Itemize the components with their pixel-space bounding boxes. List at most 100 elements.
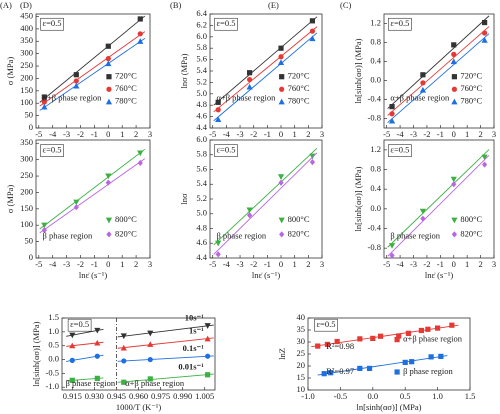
x-tick-label: 3 [320,259,324,269]
marker [277,174,285,180]
marker [147,356,153,363]
marker [277,59,285,66]
x-tick-label: 2 [306,259,310,269]
fit-line [117,337,214,349]
marker [278,45,284,51]
y-tick-label: 350 [20,35,33,45]
fit-line [213,152,318,255]
marker [41,94,47,100]
annotation-box [214,144,238,157]
annotation: β phase region [66,378,116,388]
y-tick-label: 0.4 [370,55,381,65]
marker [137,16,143,22]
y-axis-label: ln[sinh(ασ)] (MPa) [353,166,363,231]
panel-label: (D) [20,0,32,10]
legend-marker [106,74,112,80]
legend-marker [278,98,285,105]
x-tick-label: 1.5 [465,391,476,401]
x-axis-label: lnε̇ (s⁻¹) [252,270,280,280]
marker [41,99,47,105]
y-tick-label: 200 [20,72,33,82]
x-tick-label: 3 [492,259,496,269]
legend-label: 820°C [288,228,310,238]
marker [105,56,111,62]
y-tick-label: 4.6 [196,237,207,247]
marker [247,76,253,83]
marker [324,341,331,347]
legend-marker [106,231,112,238]
y-tick-label: -1.0 [46,381,59,391]
annotation-box [314,318,338,332]
x-tick-label: -2 [423,129,430,139]
marker [309,28,316,34]
marker [309,35,316,42]
marker [405,330,412,336]
marker [425,326,431,332]
x-tick-label: 2 [134,129,138,139]
y-tick-label: 1.2 [370,17,381,27]
marker [204,335,211,342]
x-tick-label: -5 [209,259,216,269]
x-tick-label: 0 [452,259,456,269]
plot-frame [383,139,495,259]
marker [481,37,488,43]
legend-marker [105,98,113,105]
y-axis-label: lnσ [179,193,189,205]
legend-label: 780°C [460,96,482,106]
marker [41,227,47,234]
marker [204,323,211,329]
annotation-box [67,318,92,332]
y-tick-label: 0.8 [370,163,381,173]
marker [105,179,111,186]
x-tick-label: 1 [293,129,297,139]
marker [137,31,143,37]
y-tick-label: 4.4 [196,252,207,262]
legend-label: 720°C [115,71,137,81]
x-tick-label: -4 [397,259,405,269]
marker [451,51,457,57]
marker [41,222,48,229]
fit-line [39,148,146,230]
marker [137,150,144,157]
y-tick-label: 5.4 [196,178,207,188]
x-tick-label: -4 [49,259,57,269]
x-tick-label: -2 [423,259,430,269]
legend-label: 720°C [460,71,482,81]
y-axis-label: σ (MPa) [5,57,15,86]
marker [428,354,434,360]
legend-marker [451,231,457,238]
marker [73,204,79,211]
marker [389,252,395,259]
marker [94,327,101,334]
x-tick-label: -3 [63,129,70,139]
y-tick-label: -0.5 [46,367,59,377]
marker [370,335,376,341]
y-tick-label: 350 [20,137,33,147]
fit-line [213,32,318,122]
y-tick-label: -0.8 [368,242,381,252]
x-tick-label: -3 [410,259,417,269]
x-tick-label: -2 [77,129,84,139]
marker [137,38,144,44]
x-tick-label: 0.945 [107,391,126,401]
marker [388,117,396,124]
panel-label: (A) [0,0,12,10]
fit-line [213,147,318,246]
fit-line [39,31,146,107]
annotation: α+β phase region [216,92,276,102]
legend-label: 800°C [460,214,482,224]
legend-marker [451,86,457,92]
y-tick-label: 0.4 [370,183,381,193]
y-tick-label: 400 [20,23,33,33]
legend-marker [105,217,113,224]
marker [309,18,316,24]
marker [450,176,457,183]
x-axis-label: 1000/T (K⁻¹) [116,402,162,412]
marker [309,153,316,160]
x-tick-label: 0.915 [63,391,82,401]
y-tick-label: 0.0 [370,74,381,84]
y-tick-label: 6.0 [196,31,207,41]
x-tick-label: 0.990 [173,391,192,401]
y-axis-label: σ (MPa) [5,185,15,214]
